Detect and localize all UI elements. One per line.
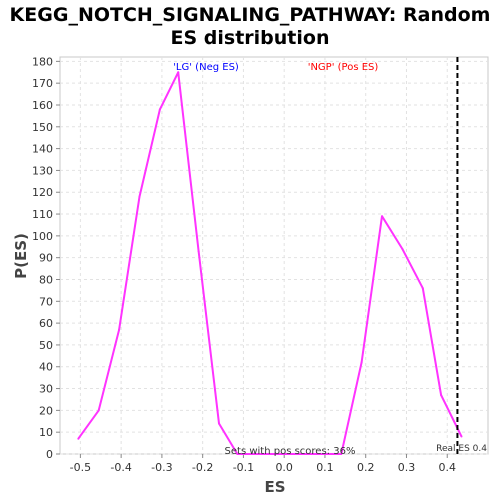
data-point	[97, 409, 100, 412]
y-tick-label: 10	[39, 426, 53, 439]
y-tick-label: 0	[46, 448, 53, 461]
data-point	[340, 453, 343, 455]
pos-es-label: 'NGP' (Pos ES)	[308, 62, 379, 73]
y-tick-label: 120	[32, 186, 53, 199]
data-point	[138, 195, 141, 198]
x-tick-label: -0.1	[233, 461, 254, 474]
annotations: Real ES 0.4 'LG' (Neg ES) 'NGP' (Pos ES) Se…	[173, 57, 487, 457]
x-tick-label: -0.2	[192, 461, 213, 474]
data-point	[315, 453, 318, 455]
y-axis: 0 10 20 30 40 50 60 70 80 90 100 110 120 130 140 150 160…	[32, 55, 60, 461]
data-point	[460, 435, 463, 438]
data-point	[401, 247, 404, 250]
x-tick-label: -0.4	[110, 461, 131, 474]
neg-es-label: 'LG' (Neg ES)	[173, 62, 239, 73]
x-tick-label: -0.3	[151, 461, 172, 474]
x-axis: -0.5 -0.4 -0.3 -0.2 -0.1 0.0 0.1 0.2 0.3 0.4	[70, 454, 456, 474]
plot-area	[59, 56, 489, 455]
y-tick-label: 50	[39, 339, 53, 352]
y-tick-label: 130	[32, 164, 53, 177]
y-tick-label: 60	[39, 317, 53, 330]
chart-title-line1: KEGG_NOTCH_SIGNALING_PATHWAY: Random	[9, 4, 491, 26]
y-tick-label: 40	[39, 361, 53, 374]
y-tick-label: 20	[39, 404, 53, 417]
y-tick-label: 150	[32, 121, 53, 134]
grid	[60, 57, 488, 455]
x-tick-label: 0.2	[357, 461, 375, 474]
y-axis-label: P(ES)	[12, 233, 30, 279]
series-line	[77, 71, 463, 455]
pos-scores-label: Sets with pos scores: 36%	[225, 446, 356, 457]
y-tick-label: 140	[32, 143, 53, 156]
real-es-label: Real ES 0.4	[436, 444, 487, 454]
x-tick-label: 0.0	[275, 461, 293, 474]
series-group	[77, 71, 463, 455]
x-tick-label: 0.4	[438, 461, 456, 474]
chart-title-line2: ES distribution	[170, 27, 330, 49]
x-tick-label: 0.3	[398, 461, 416, 474]
x-tick-label: -0.5	[70, 461, 91, 474]
y-tick-label: 170	[32, 77, 53, 90]
y-tick-label: 160	[32, 99, 53, 112]
x-tick-label: 0.1	[316, 461, 334, 474]
y-tick-label: 100	[32, 230, 53, 243]
y-tick-label: 110	[32, 208, 53, 221]
data-point	[77, 437, 80, 440]
data-point	[177, 71, 180, 74]
data-point	[440, 394, 443, 397]
data-point	[275, 453, 278, 455]
y-tick-label: 180	[32, 55, 53, 68]
data-point	[217, 422, 220, 425]
y-tick-label: 30	[39, 383, 53, 396]
data-point	[197, 250, 200, 253]
data-point	[421, 287, 424, 290]
data-point	[360, 361, 363, 364]
data-point	[236, 453, 239, 455]
y-tick-label: 80	[39, 273, 53, 286]
y-tick-label: 70	[39, 295, 53, 308]
data-point	[254, 453, 257, 455]
data-point	[118, 328, 121, 331]
data-point	[295, 453, 298, 455]
y-tick-label: 90	[39, 252, 53, 265]
data-point	[381, 215, 384, 218]
x-axis-label: ES	[264, 478, 285, 496]
data-point	[158, 108, 161, 111]
